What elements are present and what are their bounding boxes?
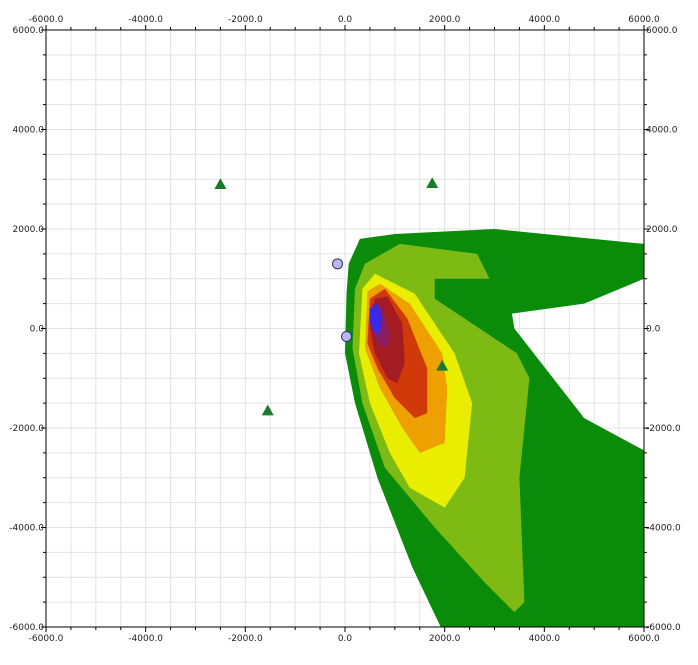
triangle-marker — [214, 178, 227, 190]
y-tick-label-right: 0.0 — [646, 325, 661, 335]
y-tick-label-left: -4000.0 — [9, 524, 44, 534]
y-tick-label-left: -6000.0 — [9, 623, 44, 633]
triangle-marker — [426, 177, 439, 189]
station-markers — [214, 177, 449, 416]
y-tick-label-left: 6000.0 — [13, 26, 45, 36]
x-tick-label-top: 6000.0 — [628, 15, 660, 25]
y-tick-label-left: -2000.0 — [9, 424, 44, 434]
y-tick-label-left: 0.0 — [30, 325, 45, 335]
x-tick-label-bottom: -2000.0 — [228, 634, 263, 644]
x-tick-label-bottom: 0.0 — [338, 634, 353, 644]
x-tick-label-top: -6000.0 — [29, 15, 64, 25]
y-tick-label-right: 4000.0 — [646, 126, 678, 136]
x-tick-label-bottom: 2000.0 — [429, 634, 461, 644]
y-tick-label-right: -4000.0 — [646, 524, 681, 534]
x-tick-label-bottom: 4000.0 — [529, 634, 561, 644]
x-tick-label-top: -4000.0 — [128, 15, 163, 25]
x-tick-label-top: 2000.0 — [429, 15, 461, 25]
contour-level-8 — [369, 303, 383, 334]
y-tick-label-right: -6000.0 — [646, 623, 681, 633]
axis-ticks — [41, 25, 649, 632]
x-tick-label-bottom: -6000.0 — [29, 634, 64, 644]
y-tick-label-left: 2000.0 — [13, 225, 45, 235]
circle-marker — [340, 330, 352, 342]
tick-labels: -6000.0-6000.0-6000.0 -6000.0-4000.0-4000… — [9, 15, 681, 644]
triangle-marker — [261, 404, 274, 416]
y-tick-label-left: 4000.0 — [13, 126, 45, 136]
y-tick-label-right: 2000.0 — [646, 225, 678, 235]
x-tick-label-bottom: 6000.0 — [628, 634, 660, 644]
circle-marker — [332, 258, 344, 270]
x-tick-label-top: 4000.0 — [529, 15, 561, 25]
y-tick-label-right: -2000.0 — [646, 424, 681, 434]
triangle-marker — [436, 359, 449, 371]
contour-layers — [345, 229, 644, 627]
x-tick-label-top: 0.0 — [338, 15, 353, 25]
x-tick-label-top: -2000.0 — [228, 15, 263, 25]
y-tick-label-right: 6000.0 — [646, 26, 678, 36]
x-tick-label-bottom: -4000.0 — [128, 634, 163, 644]
